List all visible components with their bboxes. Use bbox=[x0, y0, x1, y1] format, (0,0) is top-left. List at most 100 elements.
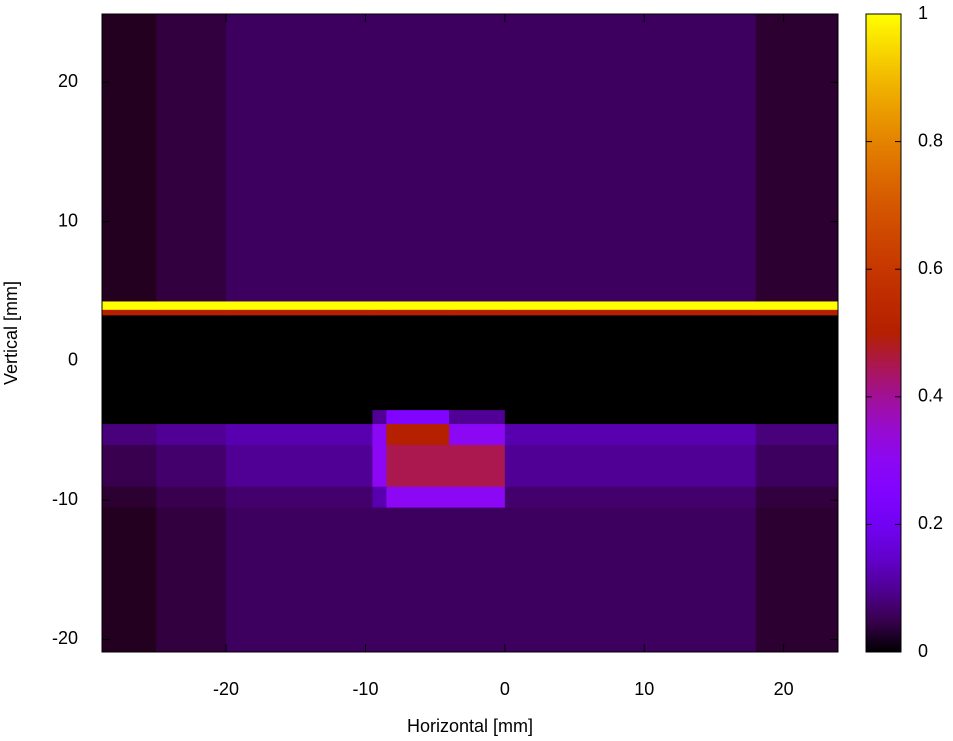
heat-cell bbox=[226, 444, 373, 487]
heat-cell bbox=[102, 409, 157, 425]
heat-cell bbox=[226, 314, 373, 411]
heat-cell bbox=[156, 309, 227, 316]
heat-cell bbox=[504, 314, 576, 411]
x-tick-label: 20 bbox=[774, 679, 794, 699]
heat-cell bbox=[449, 300, 506, 310]
heat-cell bbox=[574, 507, 757, 653]
heat-cell bbox=[102, 300, 157, 310]
heat-cell bbox=[755, 507, 839, 653]
heat-cell bbox=[372, 423, 387, 445]
y-tick-label: -20 bbox=[52, 628, 78, 648]
heat-cell bbox=[372, 14, 387, 302]
heat-cell bbox=[102, 507, 157, 653]
heat-cell bbox=[755, 300, 839, 310]
heat-cell bbox=[449, 507, 506, 653]
x-axis-label: Horizontal [mm] bbox=[407, 716, 533, 736]
heat-cell bbox=[504, 486, 576, 508]
heat-cell bbox=[504, 14, 576, 302]
heat-cell bbox=[504, 507, 576, 653]
y-tick-label: 0 bbox=[68, 350, 78, 370]
heat-cell bbox=[449, 309, 506, 316]
heat-cell bbox=[372, 486, 387, 508]
heat-cell bbox=[386, 409, 450, 425]
heat-cell bbox=[102, 444, 157, 487]
heat-cell bbox=[102, 14, 157, 302]
heat-cell bbox=[755, 423, 839, 445]
heat-cell bbox=[226, 423, 373, 445]
colorbar bbox=[865, 13, 902, 653]
plot-frame bbox=[101, 13, 839, 653]
heat-cell bbox=[574, 409, 757, 425]
heat-cell bbox=[449, 423, 506, 445]
heat-cell bbox=[574, 486, 757, 508]
heat-cell bbox=[755, 486, 839, 508]
colorbar-tick-label: 0.2 bbox=[918, 513, 943, 533]
heat-cell bbox=[574, 423, 757, 445]
x-tick-label: 0 bbox=[500, 679, 510, 699]
colorbar-tick-label: 0.4 bbox=[918, 386, 943, 406]
heat-cell bbox=[372, 409, 387, 425]
heat-cell bbox=[449, 314, 506, 411]
heat-cell bbox=[372, 444, 387, 487]
heat-cell bbox=[156, 314, 227, 411]
heat-cell bbox=[449, 444, 506, 487]
heat-cell bbox=[372, 314, 387, 411]
heat-cell bbox=[755, 314, 839, 411]
heat-cell bbox=[226, 309, 373, 316]
colorbar-tick-label: 0.6 bbox=[918, 258, 943, 278]
heat-cell bbox=[574, 314, 757, 411]
heat-cell bbox=[102, 423, 157, 445]
heat-cell bbox=[386, 486, 450, 508]
heat-cell bbox=[386, 423, 450, 445]
heat-cell bbox=[386, 14, 450, 302]
heat-cell bbox=[504, 300, 576, 310]
heat-cell bbox=[226, 300, 373, 310]
heat-cell bbox=[102, 314, 157, 411]
colorbar-tick-label: 0.8 bbox=[918, 130, 943, 150]
heat-cell bbox=[755, 14, 839, 302]
colorbar-tick-label: 0 bbox=[918, 641, 928, 661]
heat-cell bbox=[574, 444, 757, 487]
y-tick-label: -10 bbox=[52, 489, 78, 509]
heat-cell bbox=[156, 14, 227, 302]
heat-cell bbox=[226, 507, 373, 653]
heat-cell bbox=[156, 409, 227, 425]
heat-cell bbox=[156, 507, 227, 653]
heat-cell bbox=[386, 507, 450, 653]
heat-cell bbox=[226, 409, 373, 425]
x-tick-label: 10 bbox=[634, 679, 654, 699]
heat-cell bbox=[156, 444, 227, 487]
heat-cell bbox=[102, 309, 157, 316]
heat-cell bbox=[372, 309, 387, 316]
heat-cell bbox=[226, 14, 373, 302]
heat-cell bbox=[504, 444, 576, 487]
heat-cell bbox=[449, 486, 506, 508]
heat-cell bbox=[386, 309, 450, 316]
heat-cell bbox=[386, 314, 450, 411]
y-axis-label: Vertical [mm] bbox=[1, 281, 21, 385]
heat-cell bbox=[504, 409, 576, 425]
heat-cell bbox=[574, 14, 757, 302]
x-tick-label: -20 bbox=[213, 679, 239, 699]
y-tick-label: 10 bbox=[58, 210, 78, 230]
heat-cell bbox=[449, 409, 506, 425]
heat-cell bbox=[755, 444, 839, 487]
heat-cell bbox=[386, 300, 450, 310]
heat-cell bbox=[226, 486, 373, 508]
heat-cell bbox=[156, 423, 227, 445]
heat-cell bbox=[386, 444, 450, 487]
heat-cell bbox=[102, 486, 157, 508]
heatmap bbox=[102, 14, 839, 653]
heat-cell bbox=[574, 309, 757, 316]
heat-cell bbox=[449, 14, 506, 302]
heat-cell bbox=[504, 423, 576, 445]
heat-cell bbox=[372, 507, 387, 653]
heat-cell bbox=[156, 300, 227, 310]
heat-cell bbox=[372, 300, 387, 310]
x-tick-label: -10 bbox=[352, 679, 378, 699]
heat-cell bbox=[574, 300, 757, 310]
heat-cell bbox=[504, 309, 576, 316]
heat-cell bbox=[156, 486, 227, 508]
colorbar-tick-label: 1 bbox=[918, 3, 928, 23]
